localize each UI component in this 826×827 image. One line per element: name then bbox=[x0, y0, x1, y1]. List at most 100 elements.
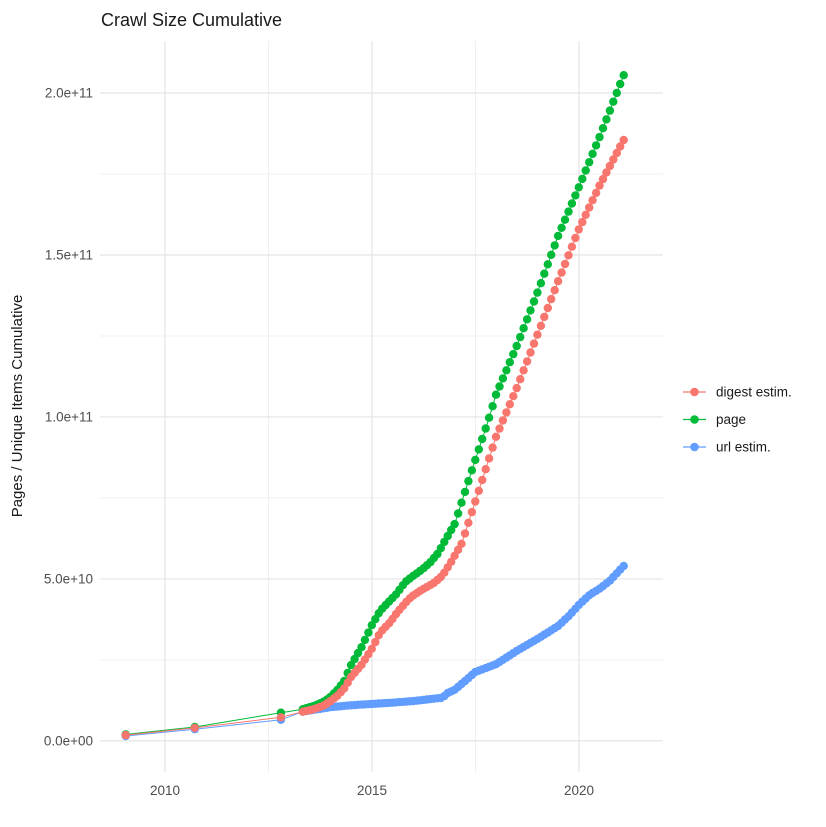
legend-item: page bbox=[683, 412, 746, 427]
data-point bbox=[553, 231, 563, 241]
data-point bbox=[543, 260, 552, 269]
data-point bbox=[495, 382, 504, 391]
data-point bbox=[522, 315, 532, 324]
data-point bbox=[616, 142, 625, 151]
data-point bbox=[588, 196, 597, 205]
data-point bbox=[591, 141, 601, 150]
data-point bbox=[516, 375, 525, 384]
data-point bbox=[484, 454, 494, 463]
data-series-layer bbox=[121, 71, 628, 741]
data-point bbox=[609, 97, 618, 106]
data-point bbox=[460, 487, 470, 497]
x-tick-label: 2015 bbox=[357, 783, 387, 798]
data-point bbox=[529, 339, 539, 348]
data-point bbox=[574, 183, 583, 192]
data-point bbox=[364, 628, 373, 637]
data-point bbox=[471, 455, 480, 465]
data-point bbox=[190, 723, 199, 733]
data-point bbox=[553, 277, 563, 286]
data-point bbox=[491, 432, 501, 441]
data-point bbox=[478, 475, 487, 485]
data-point bbox=[536, 321, 546, 330]
legend-item-label: url estim. bbox=[716, 440, 771, 455]
data-point bbox=[516, 332, 525, 342]
data-point bbox=[585, 158, 594, 167]
data-point bbox=[481, 424, 490, 433]
data-point bbox=[519, 324, 528, 333]
data-point bbox=[467, 466, 477, 475]
data-point bbox=[522, 357, 532, 366]
data-point bbox=[495, 424, 504, 433]
data-point bbox=[560, 215, 570, 224]
data-point bbox=[619, 71, 628, 80]
y-tick-label: 2.0e+11 bbox=[45, 85, 93, 100]
data-point bbox=[481, 465, 490, 474]
data-point bbox=[464, 518, 473, 527]
data-point bbox=[564, 251, 573, 260]
y-axis-title: Pages / Unique Items Cumulative bbox=[9, 295, 26, 518]
data-point bbox=[557, 223, 566, 232]
data-point bbox=[602, 115, 611, 124]
data-point bbox=[484, 413, 494, 422]
data-point bbox=[567, 242, 577, 251]
data-point bbox=[619, 135, 628, 145]
data-point bbox=[509, 392, 518, 401]
data-point bbox=[360, 635, 370, 645]
x-axis-tick-labels: 2010 2015 2020 bbox=[150, 783, 594, 798]
data-point bbox=[519, 366, 528, 375]
data-point bbox=[612, 148, 621, 158]
data-point bbox=[488, 443, 497, 452]
data-point bbox=[533, 288, 542, 297]
data-point bbox=[550, 241, 559, 250]
data-point bbox=[467, 507, 477, 517]
data-point bbox=[564, 207, 573, 216]
data-point bbox=[474, 486, 483, 495]
legend-item: url estim. bbox=[683, 440, 771, 455]
data-point bbox=[357, 643, 366, 652]
legend-item-label: page bbox=[716, 412, 746, 427]
y-tick-label: 5.0e+10 bbox=[44, 571, 93, 586]
data-point bbox=[560, 259, 570, 269]
legend-key-dot bbox=[690, 387, 699, 397]
data-point bbox=[488, 402, 497, 411]
data-point bbox=[567, 199, 577, 208]
data-point bbox=[609, 155, 618, 164]
data-point bbox=[547, 250, 556, 259]
data-point bbox=[602, 168, 611, 177]
data-point bbox=[457, 539, 466, 548]
data-point bbox=[450, 519, 459, 529]
data-point bbox=[619, 561, 628, 571]
data-point bbox=[453, 509, 463, 518]
x-tick-label: 2010 bbox=[150, 783, 180, 798]
y-axis-tick-labels: 0.0e+00 5.0e+10 1.0e+11 1.5e+11 2.0e+11 bbox=[44, 85, 93, 748]
data-point bbox=[598, 124, 608, 133]
data-point bbox=[367, 644, 376, 653]
data-point bbox=[574, 225, 583, 234]
y-tick-label: 0.0e+00 bbox=[44, 733, 93, 748]
data-point bbox=[578, 174, 587, 184]
y-tick-label: 1.5e+11 bbox=[45, 247, 93, 262]
major-gridlines bbox=[100, 41, 663, 772]
data-point bbox=[498, 416, 508, 425]
data-point bbox=[436, 544, 445, 553]
data-point bbox=[616, 79, 625, 89]
data-point bbox=[512, 383, 521, 393]
data-point bbox=[581, 210, 590, 219]
data-point bbox=[540, 269, 549, 278]
legend: digest estim. page url estim. bbox=[683, 385, 792, 455]
data-point bbox=[505, 400, 514, 409]
data-point bbox=[474, 445, 483, 454]
data-point bbox=[502, 366, 511, 375]
data-point bbox=[598, 174, 608, 184]
x-tick-label: 2020 bbox=[564, 783, 594, 798]
data-point bbox=[605, 161, 615, 171]
data-point bbox=[529, 297, 539, 306]
data-point bbox=[505, 358, 514, 367]
data-point bbox=[533, 330, 542, 339]
data-point bbox=[571, 191, 580, 200]
data-point bbox=[460, 529, 470, 538]
data-point bbox=[581, 166, 590, 175]
data-point bbox=[595, 132, 604, 142]
